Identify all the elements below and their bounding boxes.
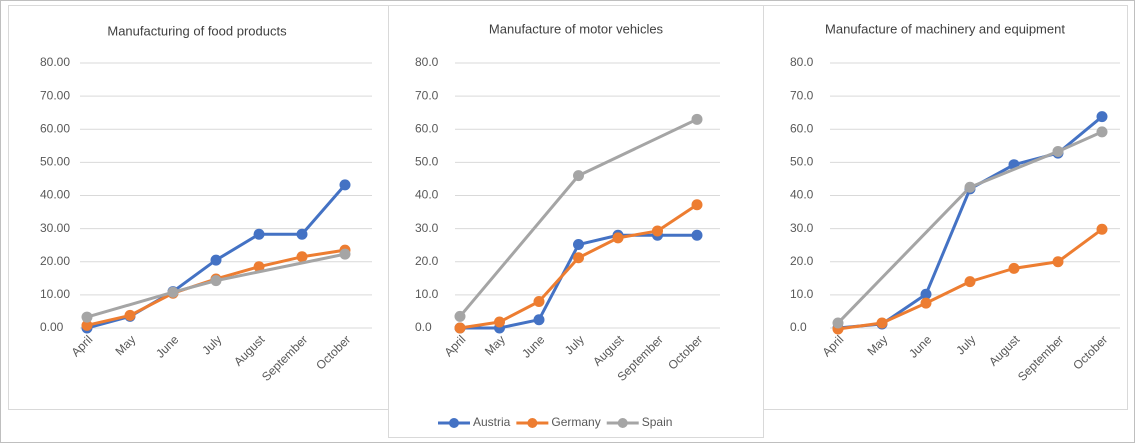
point xyxy=(533,314,545,326)
y-tick-label: 30.0 xyxy=(415,221,439,235)
point xyxy=(652,225,663,237)
y-tick-label: 20.00 xyxy=(40,254,70,268)
y-tick-label: 60.0 xyxy=(415,121,439,135)
point xyxy=(612,232,624,244)
point xyxy=(533,296,545,307)
point xyxy=(210,254,222,266)
point xyxy=(454,322,466,334)
point xyxy=(1008,262,1020,274)
legend-marker xyxy=(617,418,628,428)
point xyxy=(1096,126,1108,138)
y-tick-label: 70.0 xyxy=(790,88,814,102)
point xyxy=(339,179,351,191)
point xyxy=(691,229,703,241)
point xyxy=(876,317,888,329)
point xyxy=(691,113,703,125)
y-tick-label: 10.00 xyxy=(40,287,70,301)
point xyxy=(210,275,222,287)
point xyxy=(124,309,136,321)
y-tick-label: 40.00 xyxy=(40,188,70,202)
y-tick-label: 60.00 xyxy=(40,121,70,135)
point xyxy=(964,276,976,288)
point xyxy=(253,228,265,240)
y-tick-label: 50.00 xyxy=(40,155,70,169)
point xyxy=(1052,256,1064,268)
point xyxy=(832,317,844,329)
point xyxy=(81,311,93,323)
y-tick-label: 70.0 xyxy=(415,88,439,102)
point xyxy=(1096,111,1108,123)
legend-marker xyxy=(527,418,538,428)
point xyxy=(964,181,976,193)
point xyxy=(81,319,93,331)
point xyxy=(1052,145,1064,157)
point xyxy=(573,170,584,182)
series-line xyxy=(86,252,346,319)
point xyxy=(296,228,308,240)
point xyxy=(253,261,265,273)
y-tick-label: 0.0 xyxy=(415,320,432,334)
y-tick-label: 10.0 xyxy=(415,287,439,301)
y-tick-label: 20.0 xyxy=(790,254,814,268)
y-tick-label: 80.0 xyxy=(415,55,439,69)
y-tick-label: 80.0 xyxy=(790,55,814,69)
legend-label: Austria xyxy=(473,415,511,429)
y-tick-label: 30.00 xyxy=(40,221,70,235)
point xyxy=(296,251,308,263)
y-tick-label: 0.00 xyxy=(40,320,64,334)
y-tick-label: 80.00 xyxy=(40,55,70,69)
y-tick-label: 10.0 xyxy=(790,287,814,301)
y-tick-label: 0.0 xyxy=(790,320,807,334)
y-tick-label: 20.0 xyxy=(415,254,439,268)
legend-label: Germany xyxy=(551,415,600,429)
y-tick-label: 70.00 xyxy=(40,88,70,102)
y-tick-label: 40.0 xyxy=(790,188,814,202)
chart-title: Manufacturing of food products xyxy=(107,23,287,38)
y-tick-label: 30.0 xyxy=(790,221,814,235)
y-tick-label: 50.0 xyxy=(790,155,814,169)
y-tick-label: 60.0 xyxy=(790,121,814,135)
series-line xyxy=(836,130,1103,325)
point xyxy=(167,286,179,298)
point xyxy=(573,239,584,251)
point xyxy=(339,248,351,260)
point xyxy=(920,288,932,300)
point xyxy=(691,199,703,211)
point xyxy=(573,252,584,264)
y-tick-label: 40.0 xyxy=(415,188,439,202)
chart-title: Manufacture of motor vehicles xyxy=(489,21,664,36)
chart-title: Manufacture of machinery and equipment xyxy=(825,21,1065,36)
legend-marker xyxy=(449,418,459,428)
panel xyxy=(763,5,1128,410)
legend-label: Spain xyxy=(642,415,673,429)
point xyxy=(920,297,932,309)
point xyxy=(454,310,466,322)
y-tick-label: 50.0 xyxy=(415,155,439,169)
point xyxy=(1096,223,1108,235)
point xyxy=(494,316,505,328)
